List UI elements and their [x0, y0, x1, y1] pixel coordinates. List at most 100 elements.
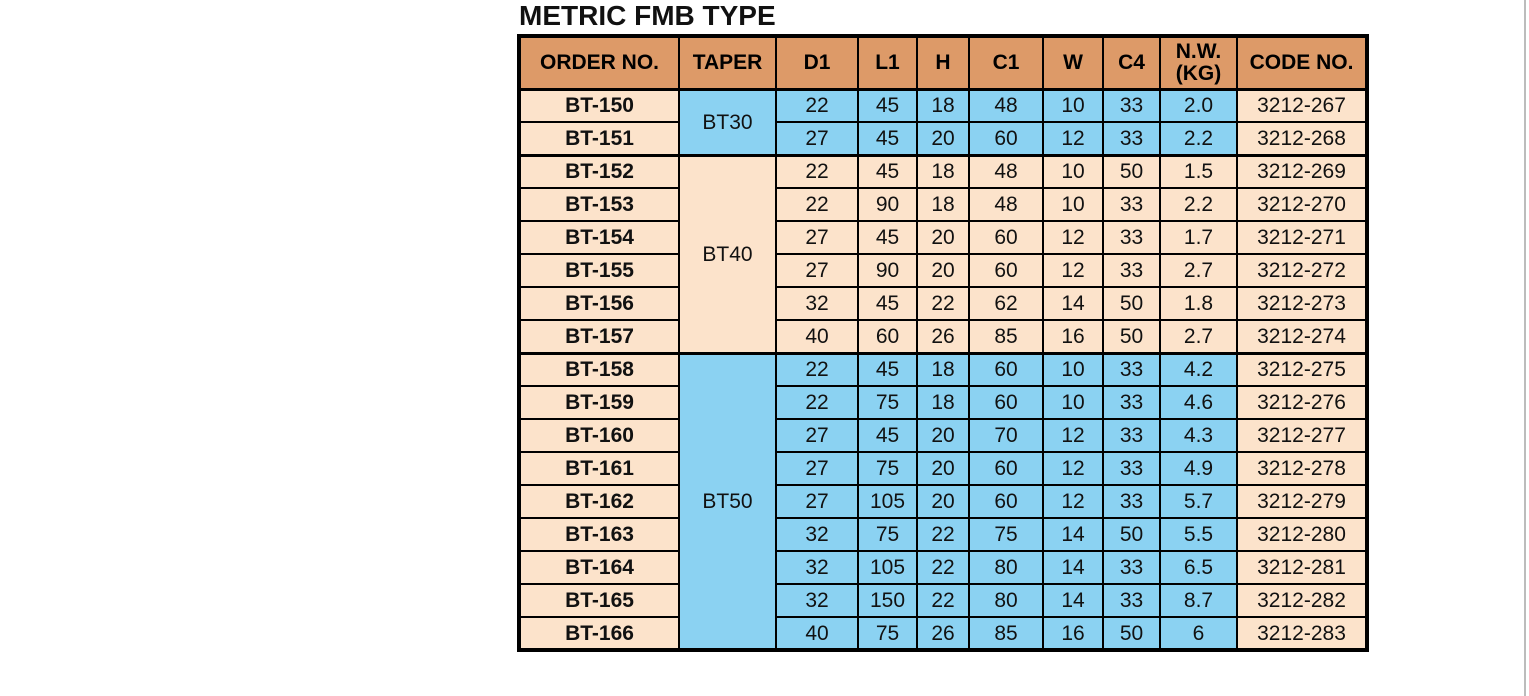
c1-cell: 48 [968, 187, 1044, 222]
taper-group-cell: BT50 [678, 351, 777, 651]
code-no-cell: 3212-275 [1236, 351, 1368, 387]
h-cell: 20 [916, 121, 970, 156]
code-no-cell: 3212-283 [1236, 616, 1368, 651]
nw-kg-cell: 5.5 [1159, 517, 1238, 552]
d1-cell: 22 [775, 87, 859, 123]
nw-kg-cell: 4.6 [1159, 385, 1238, 420]
code-no-cell: 3212-279 [1236, 484, 1368, 519]
table-row: BT-163 32 75 22 75 14 50 5.5 3212-280 [518, 517, 1368, 552]
c1-cell: 48 [968, 87, 1044, 123]
w-cell: 10 [1042, 187, 1104, 222]
nw-kg-cell: 2.7 [1159, 253, 1238, 288]
table-row: BT-152 BT40 22 45 18 48 10 50 1.5 3212-269 [518, 153, 1368, 354]
nw-kg-cell: 6 [1159, 616, 1238, 651]
l1-cell: 45 [857, 121, 918, 156]
order-no-cell: BT-159 [518, 385, 680, 420]
w-cell: 12 [1042, 121, 1104, 156]
c4-cell: 33 [1102, 220, 1161, 255]
nw-kg-cell: 1.5 [1159, 153, 1238, 189]
column-header-taper: TAPER [678, 35, 777, 91]
column-header-d1: D1 [775, 35, 859, 91]
nw-kg-cell: 2.0 [1159, 87, 1238, 123]
d1-cell: 27 [775, 418, 859, 453]
c4-cell: 33 [1102, 187, 1161, 222]
d1-cell: 27 [775, 451, 859, 486]
column-header-nw-kg: N.W. (KG) [1159, 35, 1238, 91]
l1-cell: 75 [857, 616, 918, 651]
l1-cell: 75 [857, 451, 918, 486]
w-cell: 12 [1042, 484, 1104, 519]
w-cell: 10 [1042, 385, 1104, 420]
d1-cell: 22 [775, 385, 859, 420]
l1-cell: 90 [857, 253, 918, 288]
d1-cell: 32 [775, 550, 859, 585]
d1-cell: 40 [775, 616, 859, 651]
code-no-cell: 3212-268 [1236, 121, 1368, 156]
code-no-cell: 3212-269 [1236, 153, 1368, 189]
h-cell: 26 [916, 319, 970, 354]
code-no-cell: 3212-271 [1236, 220, 1368, 255]
order-no-cell: BT-162 [518, 484, 680, 519]
order-no-cell: BT-150 [518, 87, 680, 123]
table-row: BT-160 27 45 20 70 12 33 4.3 3212-277 [518, 418, 1368, 453]
column-header-l1: L1 [857, 35, 918, 91]
code-no-cell: 3212-278 [1236, 451, 1368, 486]
c4-cell: 33 [1102, 121, 1161, 156]
w-cell: 12 [1042, 253, 1104, 288]
page-edge-divider [1524, 0, 1526, 696]
nw-kg-cell: 2.7 [1159, 319, 1238, 354]
l1-cell: 90 [857, 187, 918, 222]
metric-fmb-spec-table: ORDER NO. TAPER D1 L1 H C1 W C4 N.W. (KG… [517, 34, 1369, 652]
d1-cell: 22 [775, 187, 859, 222]
code-no-cell: 3212-270 [1236, 187, 1368, 222]
d1-cell: 32 [775, 583, 859, 618]
c1-cell: 60 [968, 253, 1044, 288]
order-no-cell: BT-151 [518, 121, 680, 156]
nw-kg-cell: 1.7 [1159, 220, 1238, 255]
order-no-cell: BT-157 [518, 319, 680, 354]
order-no-cell: BT-163 [518, 517, 680, 552]
l1-cell: 45 [857, 351, 918, 387]
nw-kg-cell: 6.5 [1159, 550, 1238, 585]
nw-kg-cell: 5.7 [1159, 484, 1238, 519]
h-cell: 18 [916, 153, 970, 189]
w-cell: 10 [1042, 153, 1104, 189]
c1-cell: 60 [968, 451, 1044, 486]
c1-cell: 48 [968, 153, 1044, 189]
table-row: BT-158 BT50 22 45 18 60 10 33 4.2 3212-275 [518, 351, 1368, 651]
order-no-cell: BT-161 [518, 451, 680, 486]
c4-cell: 50 [1102, 517, 1161, 552]
c1-cell: 70 [968, 418, 1044, 453]
taper-group-cell: BT30 [678, 87, 777, 156]
c1-cell: 85 [968, 319, 1044, 354]
nw-kg-cell: 1.8 [1159, 286, 1238, 321]
table-row: BT-155 27 90 20 60 12 33 2.7 3212-272 [518, 253, 1368, 288]
order-no-cell: BT-165 [518, 583, 680, 618]
w-cell: 12 [1042, 220, 1104, 255]
l1-cell: 45 [857, 286, 918, 321]
l1-cell: 60 [857, 319, 918, 354]
d1-cell: 32 [775, 286, 859, 321]
h-cell: 18 [916, 351, 970, 387]
l1-cell: 45 [857, 153, 918, 189]
c4-cell: 33 [1102, 253, 1161, 288]
c1-cell: 60 [968, 351, 1044, 387]
d1-cell: 27 [775, 220, 859, 255]
c4-cell: 33 [1102, 550, 1161, 585]
taper-group-cell: BT40 [678, 153, 777, 354]
d1-cell: 40 [775, 319, 859, 354]
spec-table-section: METRIC FMB TYPE ORDER NO. TAPER D1 L1 H … [517, 2, 1369, 652]
code-no-cell: 3212-267 [1236, 87, 1368, 123]
table-row: BT-156 32 45 22 62 14 50 1.8 3212-273 [518, 286, 1368, 321]
header-row: ORDER NO. TAPER D1 L1 H C1 W C4 N.W. (KG… [518, 35, 1368, 91]
l1-cell: 105 [857, 550, 918, 585]
l1-cell: 150 [857, 583, 918, 618]
table-row: BT-153 22 90 18 48 10 33 2.2 3212-270 [518, 187, 1368, 222]
c1-cell: 60 [968, 385, 1044, 420]
c1-cell: 60 [968, 220, 1044, 255]
d1-cell: 32 [775, 517, 859, 552]
table-row: BT-151 27 45 20 60 12 33 2.2 3212-268 [518, 121, 1368, 156]
order-no-cell: BT-160 [518, 418, 680, 453]
c1-cell: 60 [968, 121, 1044, 156]
order-no-cell: BT-155 [518, 253, 680, 288]
